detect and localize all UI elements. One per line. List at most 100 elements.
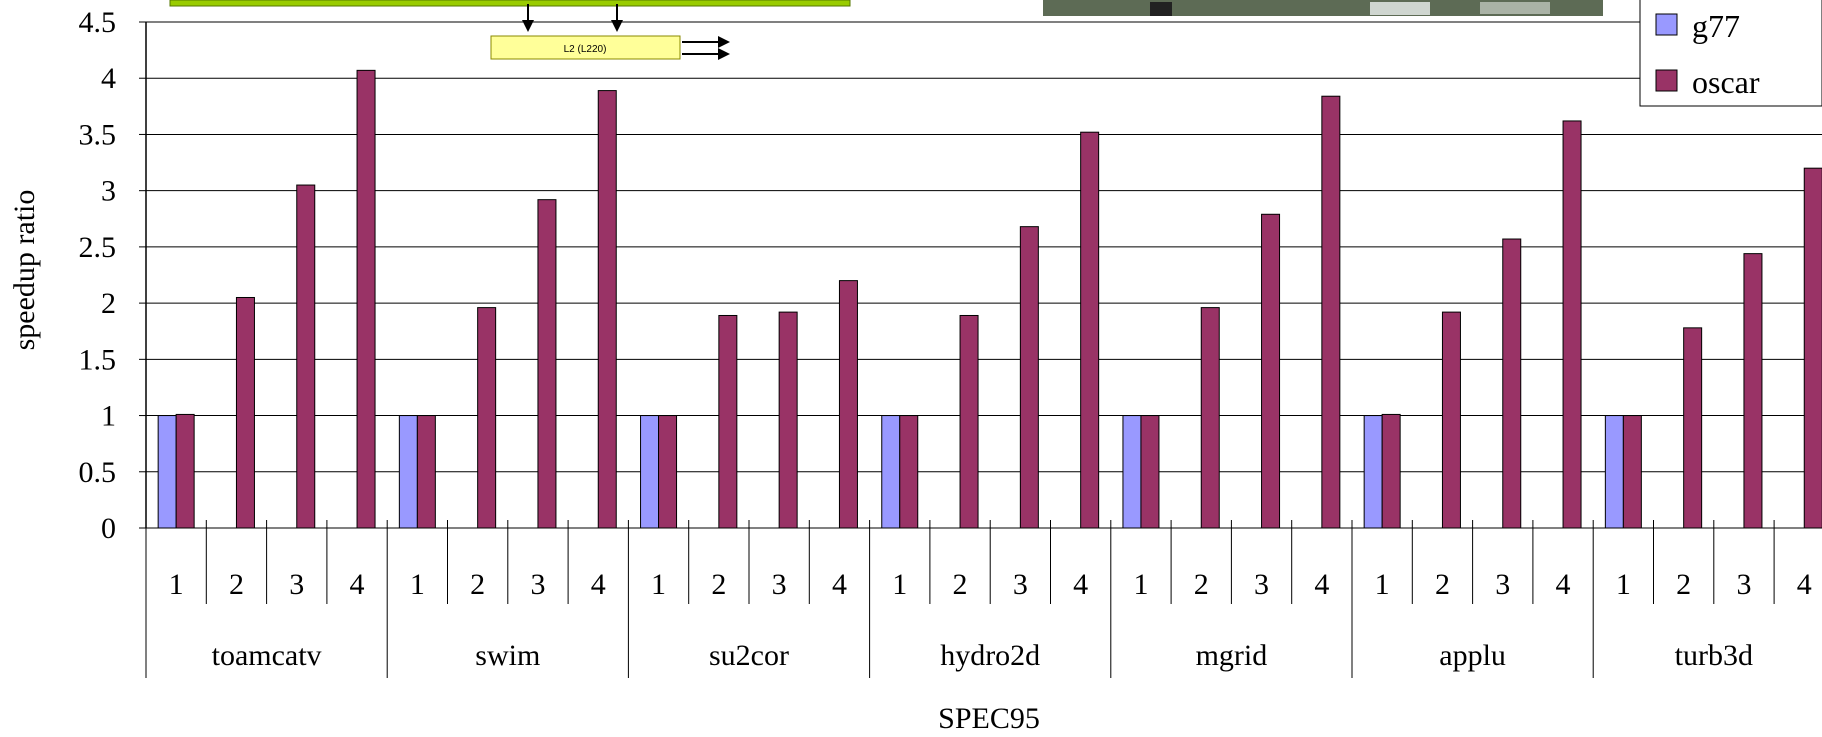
x-tick-label: 4 <box>350 568 365 601</box>
bar-g77-toamcatv-1 <box>157 415 177 529</box>
bar-oscar-toamcatv-4 <box>356 69 376 529</box>
bar-oscar-hydro2d-3 <box>1019 226 1039 529</box>
bar-oscar-applu-3 <box>1502 238 1522 529</box>
bar-oscar-applu-1 <box>1381 413 1401 529</box>
x-tick-label: 2 <box>229 568 244 601</box>
bar-oscar-swim-1 <box>416 415 436 529</box>
x-tick-label: 4 <box>832 568 847 601</box>
diagram-l2-box <box>490 35 681 60</box>
legend: g77 oscar <box>1639 0 1822 107</box>
legend-label-g77: g77 <box>1692 8 1740 44</box>
x-tick-label: 4 <box>1556 568 1571 601</box>
bar-oscar-mgrid-3 <box>1261 213 1281 529</box>
x-tick-label: 2 <box>1435 568 1450 601</box>
y-tick-label: 3 <box>101 175 116 208</box>
bar-oscar-su2cor-4 <box>838 280 858 529</box>
bar-oscar-turb3d-4 <box>1803 167 1822 529</box>
y-tick-label: 2 <box>101 287 116 320</box>
x-tick-label: 2 <box>1676 568 1691 601</box>
bar-g77-swim-1 <box>398 415 418 529</box>
bar-g77-mgrid-1 <box>1122 415 1142 529</box>
bar-oscar-turb3d-2 <box>1683 327 1703 529</box>
bar-oscar-su2cor-1 <box>658 415 678 529</box>
bar-oscar-turb3d-1 <box>1622 415 1642 529</box>
bar-g77-applu-1 <box>1363 415 1383 529</box>
x-tick-label: 3 <box>1736 568 1751 601</box>
x-tick-label: 1 <box>1133 568 1148 601</box>
y-axis-ticks: 0 0.5 1 1.5 2 2.5 3 3.5 4 4.5 <box>79 6 117 545</box>
bar-oscar-mgrid-2 <box>1200 307 1220 529</box>
bar-oscar-mgrid-1 <box>1140 415 1160 529</box>
bar-oscar-swim-3 <box>537 199 557 529</box>
bar-g77-su2cor-1 <box>640 415 660 529</box>
bar-oscar-swim-4 <box>597 90 617 529</box>
y-tick-label: 0.5 <box>79 456 117 489</box>
diagram-l2-label: L2 (L220) <box>564 44 607 55</box>
legend-swatch-oscar <box>1655 69 1678 92</box>
group-label-applu: applu <box>1439 639 1506 672</box>
bar-oscar-applu-2 <box>1441 311 1461 529</box>
group-label-mgrid: mgrid <box>1196 639 1268 672</box>
x-tick-label: 4 <box>1797 568 1812 601</box>
x-tick-label: 3 <box>530 568 545 601</box>
bar-oscar-mgrid-4 <box>1321 95 1341 529</box>
y-tick-label: 3.5 <box>79 118 117 151</box>
y-tick-label: 4 <box>101 62 116 95</box>
board-photo-detail-2 <box>1370 2 1430 15</box>
group-label-hydro2d: hydro2d <box>940 639 1040 672</box>
x-tick-label: 3 <box>1495 568 1510 601</box>
x-tick-label: 1 <box>1375 568 1390 601</box>
bars <box>157 69 1822 529</box>
bar-oscar-swim-2 <box>477 307 497 529</box>
group-label-swim: swim <box>475 639 540 672</box>
y-tick-label: 0 <box>101 512 116 545</box>
diagram-green-bar <box>169 0 851 7</box>
x-tick-label: 4 <box>591 568 606 601</box>
bar-oscar-toamcatv-3 <box>296 184 316 529</box>
bar-oscar-toamcatv-1 <box>175 413 195 529</box>
board-photo-detail-3 <box>1480 2 1550 14</box>
bar-oscar-hydro2d-2 <box>959 314 979 529</box>
bar-g77-hydro2d-1 <box>881 415 901 529</box>
bar-oscar-su2cor-3 <box>778 311 798 529</box>
y-tick-label: 1.5 <box>79 343 117 376</box>
x-tick-label: 1 <box>410 568 425 601</box>
x-tick-label: 1 <box>892 568 907 601</box>
group-label-toamcatv: toamcatv <box>212 639 322 672</box>
bar-oscar-su2cor-2 <box>718 314 738 529</box>
x-tick-label: 2 <box>711 568 726 601</box>
x-tick-label: 4 <box>1073 568 1088 601</box>
bar-oscar-turb3d-3 <box>1743 253 1763 529</box>
group-label-turb3d: turb3d <box>1675 639 1753 672</box>
x-tick-label: 1 <box>169 568 184 601</box>
x-tick-label: 4 <box>1314 568 1329 601</box>
board-photo-detail-1 <box>1150 2 1172 16</box>
y-tick-label: 4.5 <box>79 6 117 39</box>
y-axis-label: speedup ratio <box>8 190 41 351</box>
x-tick-label: 1 <box>651 568 666 601</box>
legend-label-oscar: oscar <box>1692 64 1760 100</box>
y-tick-label: 2.5 <box>79 231 117 264</box>
x-axis: 1 2 3 4 toamcatv 1 2 3 4 swim 1 2 3 4 su2cor 1 2 3 4 hydro2… <box>145 520 1812 678</box>
bar-oscar-toamcatv-2 <box>235 296 255 529</box>
group-label-su2cor: su2cor <box>709 639 789 672</box>
x-tick-label: 2 <box>953 568 968 601</box>
x-tick-label: 3 <box>1254 568 1269 601</box>
overlay-diagram: L2 (L220) <box>169 0 1603 60</box>
x-tick-label: 1 <box>1616 568 1631 601</box>
y-tick-label: 1 <box>101 400 116 433</box>
x-tick-label: 3 <box>289 568 304 601</box>
legend-swatch-g77 <box>1655 13 1678 36</box>
bar-g77-turb3d-1 <box>1604 415 1624 529</box>
board-photo-strip <box>1043 0 1603 16</box>
x-tick-label: 3 <box>772 568 787 601</box>
bar-oscar-hydro2d-4 <box>1080 131 1100 529</box>
x-axis-label: SPEC95 <box>938 702 1040 732</box>
bar-oscar-applu-4 <box>1562 120 1582 529</box>
bar-oscar-hydro2d-1 <box>899 415 919 529</box>
x-tick-label: 3 <box>1013 568 1028 601</box>
x-tick-label: 2 <box>1194 568 1209 601</box>
x-tick-label: 2 <box>470 568 485 601</box>
